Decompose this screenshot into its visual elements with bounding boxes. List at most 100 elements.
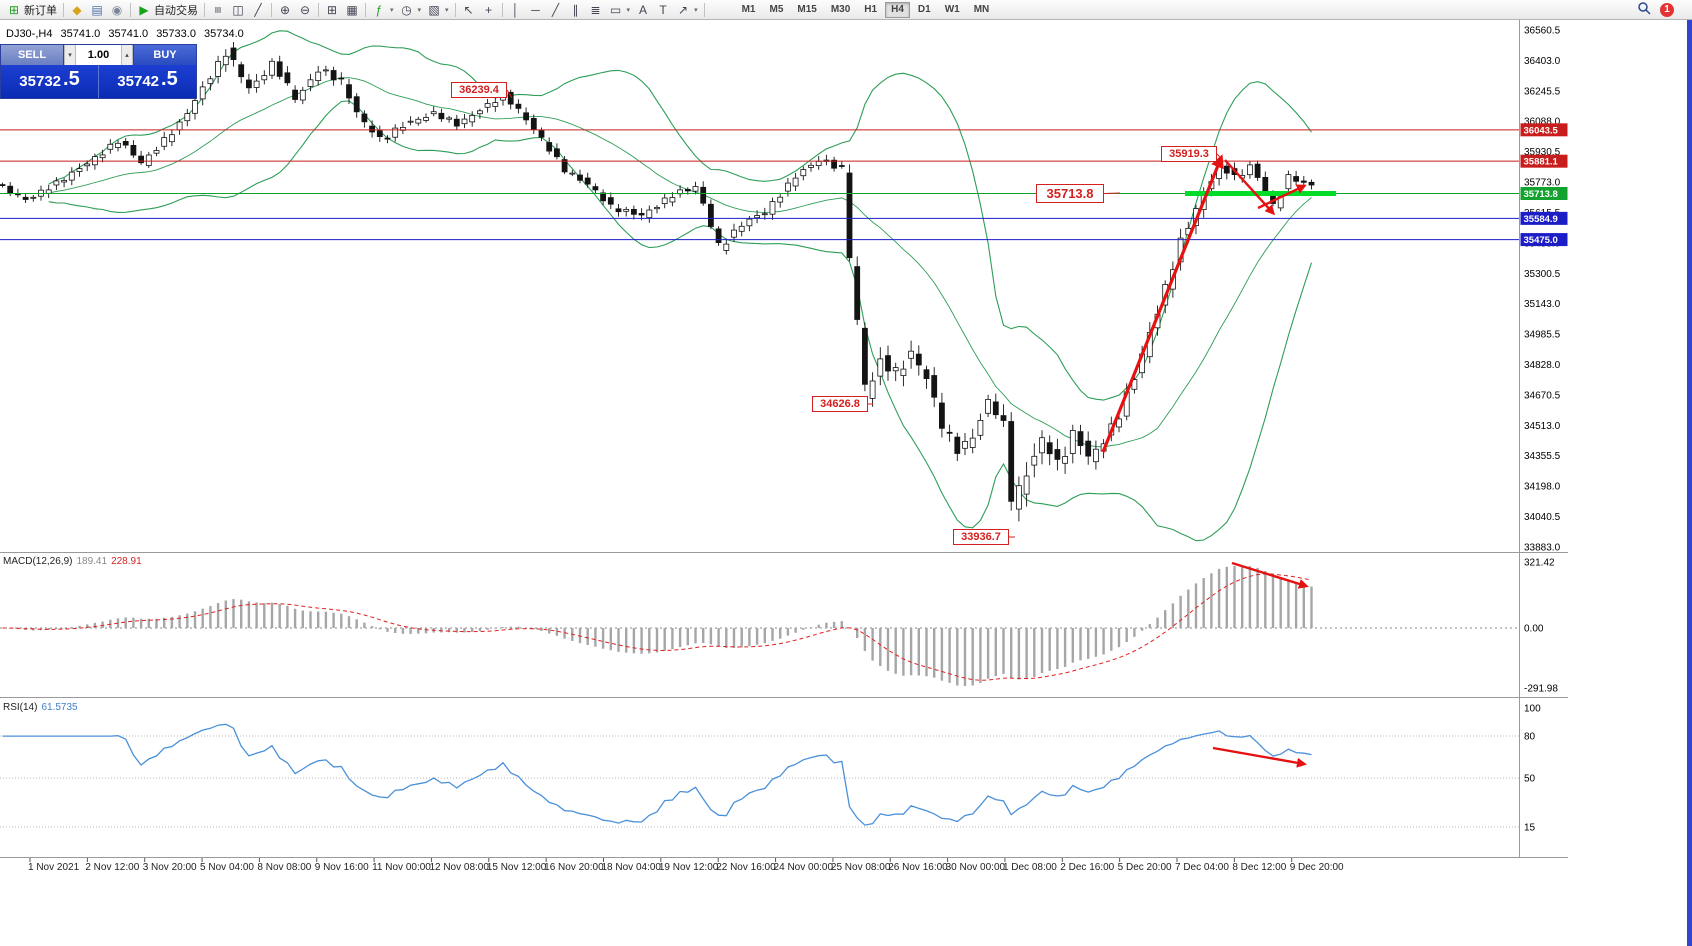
trendline-button[interactable]: ╱ bbox=[546, 1, 566, 19]
line-chart-button[interactable]: ╱ bbox=[248, 1, 268, 19]
timeframe-h4-button[interactable]: H4 bbox=[885, 1, 910, 18]
tile-windows-button[interactable]: ⊞ bbox=[322, 1, 342, 19]
vertical-line-button[interactable]: │ bbox=[506, 1, 526, 19]
candle-body bbox=[954, 436, 961, 454]
candle-body bbox=[361, 113, 368, 123]
price-axis-label: 36088.0 bbox=[1524, 117, 1561, 128]
trend-arrow[interactable] bbox=[1257, 184, 1307, 210]
toolbar-separator bbox=[703, 2, 705, 17]
new-order-button[interactable]: ⊞ 新订单 bbox=[4, 1, 60, 19]
window-edge-strip bbox=[1687, 20, 1692, 946]
horizontal-line-icon: ─ bbox=[531, 2, 540, 17]
candle-body bbox=[1085, 440, 1092, 457]
volume-value[interactable]: 1.00 bbox=[87, 49, 110, 61]
timeframe-h1-button[interactable]: H1 bbox=[864, 4, 878, 15]
candle-body bbox=[546, 142, 553, 152]
time-axis[interactable]: 1 Nov 2021 2 Nov 12:00 3 Nov 20:00 5 Nov 04… bbox=[28, 858, 1344, 873]
trend-arrow[interactable] bbox=[1231, 561, 1309, 589]
candle-body bbox=[900, 368, 907, 377]
close-value: 35734.0 bbox=[204, 28, 244, 40]
channel-button[interactable]: ∥ bbox=[566, 1, 586, 19]
candle-body bbox=[84, 163, 91, 167]
crosshair-icon: + bbox=[485, 2, 493, 17]
timeframe-m15-button[interactable]: M15 bbox=[797, 4, 817, 15]
candle-body bbox=[846, 172, 853, 259]
low-value: 35733.0 bbox=[156, 28, 196, 40]
price-callout[interactable]: 35919.3 bbox=[1161, 146, 1217, 162]
volume-decrease-button[interactable]: ▾ bbox=[64, 45, 76, 65]
candle-body bbox=[1308, 181, 1315, 186]
timeframe-m30-button[interactable]: M30 bbox=[830, 4, 851, 15]
candle-body bbox=[1069, 429, 1076, 454]
text-button[interactable]: A bbox=[633, 1, 653, 19]
callout-pointer bbox=[1103, 192, 1121, 194]
candle-body bbox=[161, 137, 168, 147]
price-callout[interactable]: 34626.8 bbox=[812, 396, 868, 412]
indicators-button[interactable]: ƒ ▾ bbox=[369, 1, 397, 19]
horizontal-line-button[interactable]: ─ bbox=[526, 1, 546, 19]
rsi-panel[interactable] bbox=[0, 723, 1519, 828]
candle-body bbox=[184, 113, 191, 122]
macd-panel[interactable] bbox=[2, 566, 1313, 686]
notification-badge[interactable]: 1 bbox=[1660, 2, 1674, 17]
candle-body bbox=[615, 208, 622, 213]
candle-body bbox=[130, 144, 137, 156]
price-axis-label: 34828.0 bbox=[1524, 360, 1561, 371]
candle-body bbox=[761, 213, 768, 216]
main-chart-panel[interactable] bbox=[0, 30, 1315, 542]
text-label-button[interactable]: T bbox=[653, 1, 673, 19]
print-button[interactable]: ▤ bbox=[87, 1, 107, 19]
time-axis-label: 5 Dec 20:00 bbox=[1118, 862, 1172, 873]
candlestick-chart-button[interactable]: ◫ bbox=[228, 1, 248, 19]
candle-body bbox=[176, 121, 183, 131]
buy-price-button[interactable]: 35742 .5 bbox=[98, 65, 196, 98]
search-icon[interactable] bbox=[1638, 1, 1651, 18]
candle-body bbox=[53, 180, 60, 186]
timeframe-d1-button[interactable]: D1 bbox=[917, 4, 931, 15]
fibonacci-button[interactable]: ≣ bbox=[586, 1, 606, 19]
time-axis-label: 3 Nov 20:00 bbox=[143, 862, 197, 873]
volume-increase-button[interactable]: ▴ bbox=[121, 45, 133, 65]
candle-body bbox=[7, 185, 14, 194]
arrows-button[interactable]: ↗ ▾ bbox=[673, 1, 701, 19]
timeframe-m5-button[interactable]: M5 bbox=[769, 4, 784, 15]
candle-body bbox=[430, 111, 437, 115]
arrange-windows-button[interactable]: ▦ bbox=[342, 1, 362, 19]
sell-button[interactable]: SELL bbox=[1, 45, 63, 65]
community-button[interactable]: ◉ bbox=[107, 1, 127, 19]
timeframe-mn-button[interactable]: MN bbox=[973, 4, 990, 15]
candle-body bbox=[1016, 485, 1022, 510]
macd-axis-label: 0.00 bbox=[1524, 624, 1544, 635]
candle-body bbox=[299, 89, 306, 101]
timeframe-w1-button[interactable]: W1 bbox=[944, 4, 960, 15]
crosshair-button[interactable]: + bbox=[479, 1, 499, 19]
profiles-button[interactable]: ◆ bbox=[67, 1, 87, 19]
price-axis-label: 34985.5 bbox=[1524, 330, 1561, 341]
buy-button[interactable]: BUY bbox=[134, 45, 196, 65]
periods-button[interactable]: ◷ ▾ bbox=[397, 1, 425, 19]
macd-signal-line bbox=[2, 573, 1312, 681]
timeframe-m1-button[interactable]: M1 bbox=[741, 4, 756, 15]
price-callout[interactable]: 33936.7 bbox=[953, 529, 1009, 545]
bar-chart-button[interactable]: ≡ bbox=[208, 1, 228, 19]
zoom-out-button[interactable]: ⊖ bbox=[295, 1, 315, 19]
price-axis-badge bbox=[1520, 123, 1568, 137]
zoom-out-icon: ⊖ bbox=[299, 2, 311, 17]
price-axis[interactable]: 36560.5 36403.0 36245.5 36088.0 35930.5 35773… bbox=[1520, 26, 1568, 834]
trend-arrow[interactable] bbox=[1212, 746, 1307, 768]
cursor-button[interactable]: ↖ bbox=[459, 1, 479, 19]
toolbar-right: 1 bbox=[1638, 1, 1688, 18]
candle-body bbox=[569, 172, 576, 175]
auto-trading-button[interactable]: ▶ 自动交易 bbox=[134, 1, 201, 19]
candle-body bbox=[453, 118, 460, 127]
shapes-button[interactable]: ▭ ▾ bbox=[606, 1, 634, 19]
sell-price-button[interactable]: 35732 .5 bbox=[1, 65, 98, 98]
candle-body bbox=[168, 134, 175, 143]
price-callout[interactable]: 36239.4 bbox=[451, 82, 507, 98]
trend-arrow[interactable] bbox=[1101, 154, 1224, 453]
templates-button[interactable]: ▧ ▾ bbox=[424, 1, 452, 19]
time-axis-label: 25 Nov 08:00 bbox=[831, 862, 891, 873]
price-callout[interactable]: 35713.8 bbox=[1036, 184, 1104, 203]
zoom-in-button[interactable]: ⊕ bbox=[275, 1, 295, 19]
